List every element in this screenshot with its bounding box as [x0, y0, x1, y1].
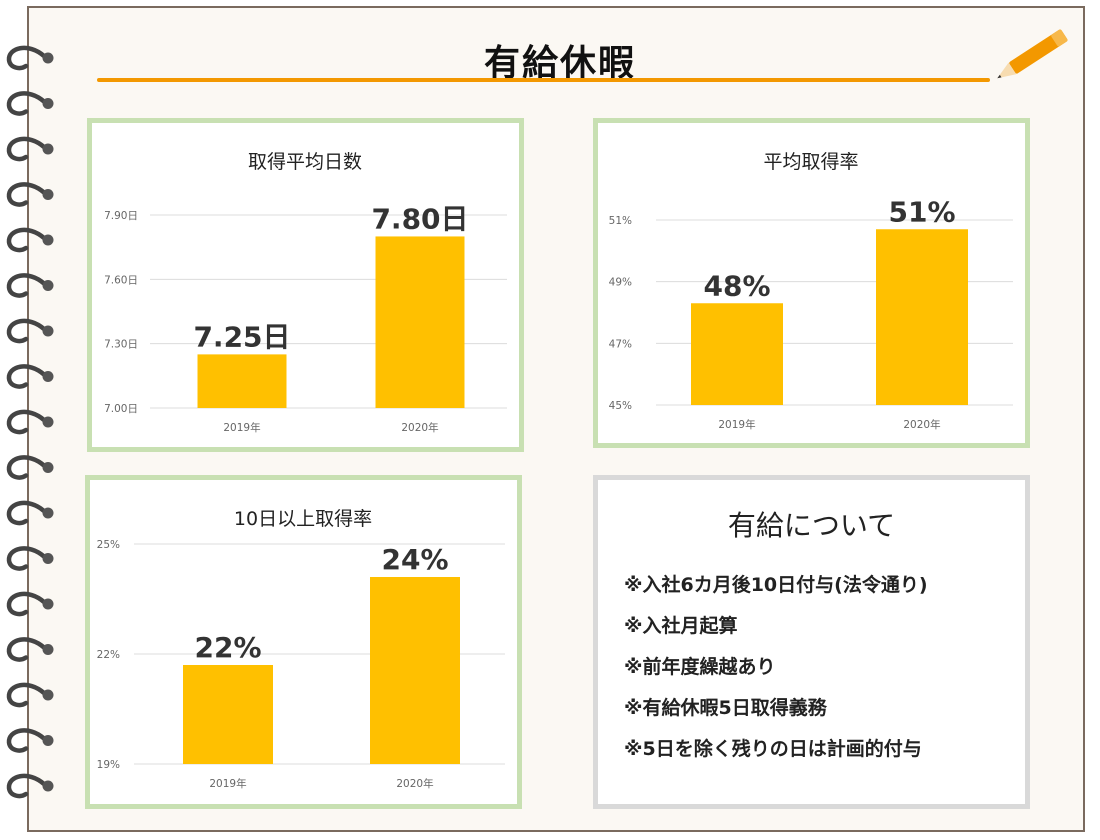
ring-icon	[6, 546, 47, 571]
info-panel: 有給について ※入社6カ月後10日付与(法令通り) ※入社月起算 ※前年度繰越あ…	[593, 475, 1030, 809]
ring-hole	[42, 598, 54, 610]
info-item: ※入社月起算	[624, 615, 738, 637]
ring-hole	[42, 98, 54, 109]
chart-panel-avg-rate: 平均取得率 45% 47% 49% 51% 48% 2019年 51% 2020年	[593, 118, 1030, 448]
ring-icon	[6, 500, 47, 526]
x-tick-label: 2019年	[209, 777, 246, 790]
ring-icon	[6, 591, 47, 617]
data-label: 22%	[194, 631, 261, 664]
data-label: 24%	[381, 543, 448, 576]
info-title: 有給について	[727, 509, 896, 542]
y-tick-label: 7.00日	[104, 403, 138, 415]
data-label: 51%	[888, 195, 955, 228]
bar	[876, 229, 968, 405]
ring-hole	[42, 735, 54, 746]
title-underline	[97, 78, 990, 82]
pencil-icon	[997, 29, 1068, 79]
ring-hole	[42, 644, 54, 655]
ring-icon	[6, 364, 47, 389]
ring-hole	[42, 462, 54, 473]
ring-icon	[6, 637, 47, 662]
ring-icon	[6, 455, 47, 480]
ring-icon	[6, 136, 47, 162]
chart-10days-rate: 10日以上取得率 19% 22% 25% 22% 2019年 24% 2020年	[97, 508, 505, 790]
y-tick-label: 51%	[609, 215, 632, 227]
chart-title: 取得平均日数	[248, 151, 362, 173]
bar	[370, 577, 460, 764]
bar	[691, 303, 783, 405]
chart-avg-days: 取得平均日数 7.00日 7.30日 7.60日 7.90日 7.25日 2019年 7.80…	[104, 151, 507, 434]
ring-icon	[6, 682, 47, 708]
ring-icon	[6, 45, 47, 71]
chart-title: 10日以上取得率	[234, 508, 372, 530]
ring-hole	[42, 52, 54, 64]
bar	[375, 236, 465, 408]
bar	[183, 665, 273, 764]
ring-hole	[42, 507, 54, 519]
y-tick-label: 7.60日	[104, 274, 138, 286]
ring-icon	[6, 409, 47, 435]
ring-hole	[42, 189, 54, 200]
x-tick-label: 2019年	[223, 421, 260, 434]
ring-hole	[42, 553, 54, 564]
ring-icon	[6, 91, 47, 116]
info-item: ※有給休暇5日取得義務	[624, 697, 827, 719]
chart-avg-rate: 平均取得率 45% 47% 49% 51% 48% 2019年 51% 2020年	[609, 151, 1013, 431]
data-label: 7.25日	[193, 320, 290, 353]
ring-hole	[42, 780, 54, 792]
y-tick-label: 22%	[97, 649, 120, 661]
info-list: ※入社6カ月後10日付与(法令通り) ※入社月起算 ※前年度繰越あり ※有給休暇…	[624, 574, 928, 779]
ring-icon	[6, 182, 47, 207]
y-tick-label: 47%	[609, 338, 632, 350]
page-title: 有給休暇	[483, 43, 636, 84]
bar	[197, 354, 287, 408]
ring-icon	[6, 273, 47, 298]
x-tick-label: 2020年	[396, 777, 433, 790]
ring-icon	[6, 773, 47, 799]
info-item: ※5日を除く残りの日は計画的付与	[624, 738, 922, 760]
ring-hole	[42, 234, 54, 246]
x-tick-label: 2020年	[401, 421, 438, 434]
ring-hole	[42, 280, 54, 291]
x-tick-label: 2019年	[718, 418, 755, 431]
y-tick-label: 45%	[609, 400, 632, 412]
y-tick-label: 7.30日	[104, 339, 138, 351]
data-label: 48%	[703, 269, 770, 302]
data-label: 7.80日	[371, 202, 468, 235]
chart-title: 平均取得率	[763, 151, 858, 173]
ring-hole	[42, 143, 54, 155]
y-tick-label: 25%	[97, 539, 120, 551]
chart-panel-10days-rate: 10日以上取得率 19% 22% 25% 22% 2019年 24% 2020年	[85, 475, 522, 809]
y-tick-label: 49%	[609, 277, 632, 289]
ring-icon	[6, 728, 47, 753]
ring-hole	[42, 416, 54, 428]
y-tick-label: 7.90日	[104, 210, 138, 222]
ring-hole	[42, 371, 54, 382]
ring-hole	[42, 325, 54, 337]
ring-icon	[6, 227, 47, 253]
ring-icon	[6, 318, 47, 344]
spiral-binding	[6, 45, 54, 799]
info-item: ※前年度繰越あり	[624, 656, 776, 678]
ring-hole	[42, 689, 54, 701]
x-tick-label: 2020年	[903, 418, 940, 431]
y-tick-label: 19%	[97, 759, 120, 771]
info-item: ※入社6カ月後10日付与(法令通り)	[624, 574, 928, 596]
chart-panel-avg-days: 取得平均日数 7.00日 7.30日 7.60日 7.90日 7.25日 2019年 7.80…	[87, 118, 524, 452]
